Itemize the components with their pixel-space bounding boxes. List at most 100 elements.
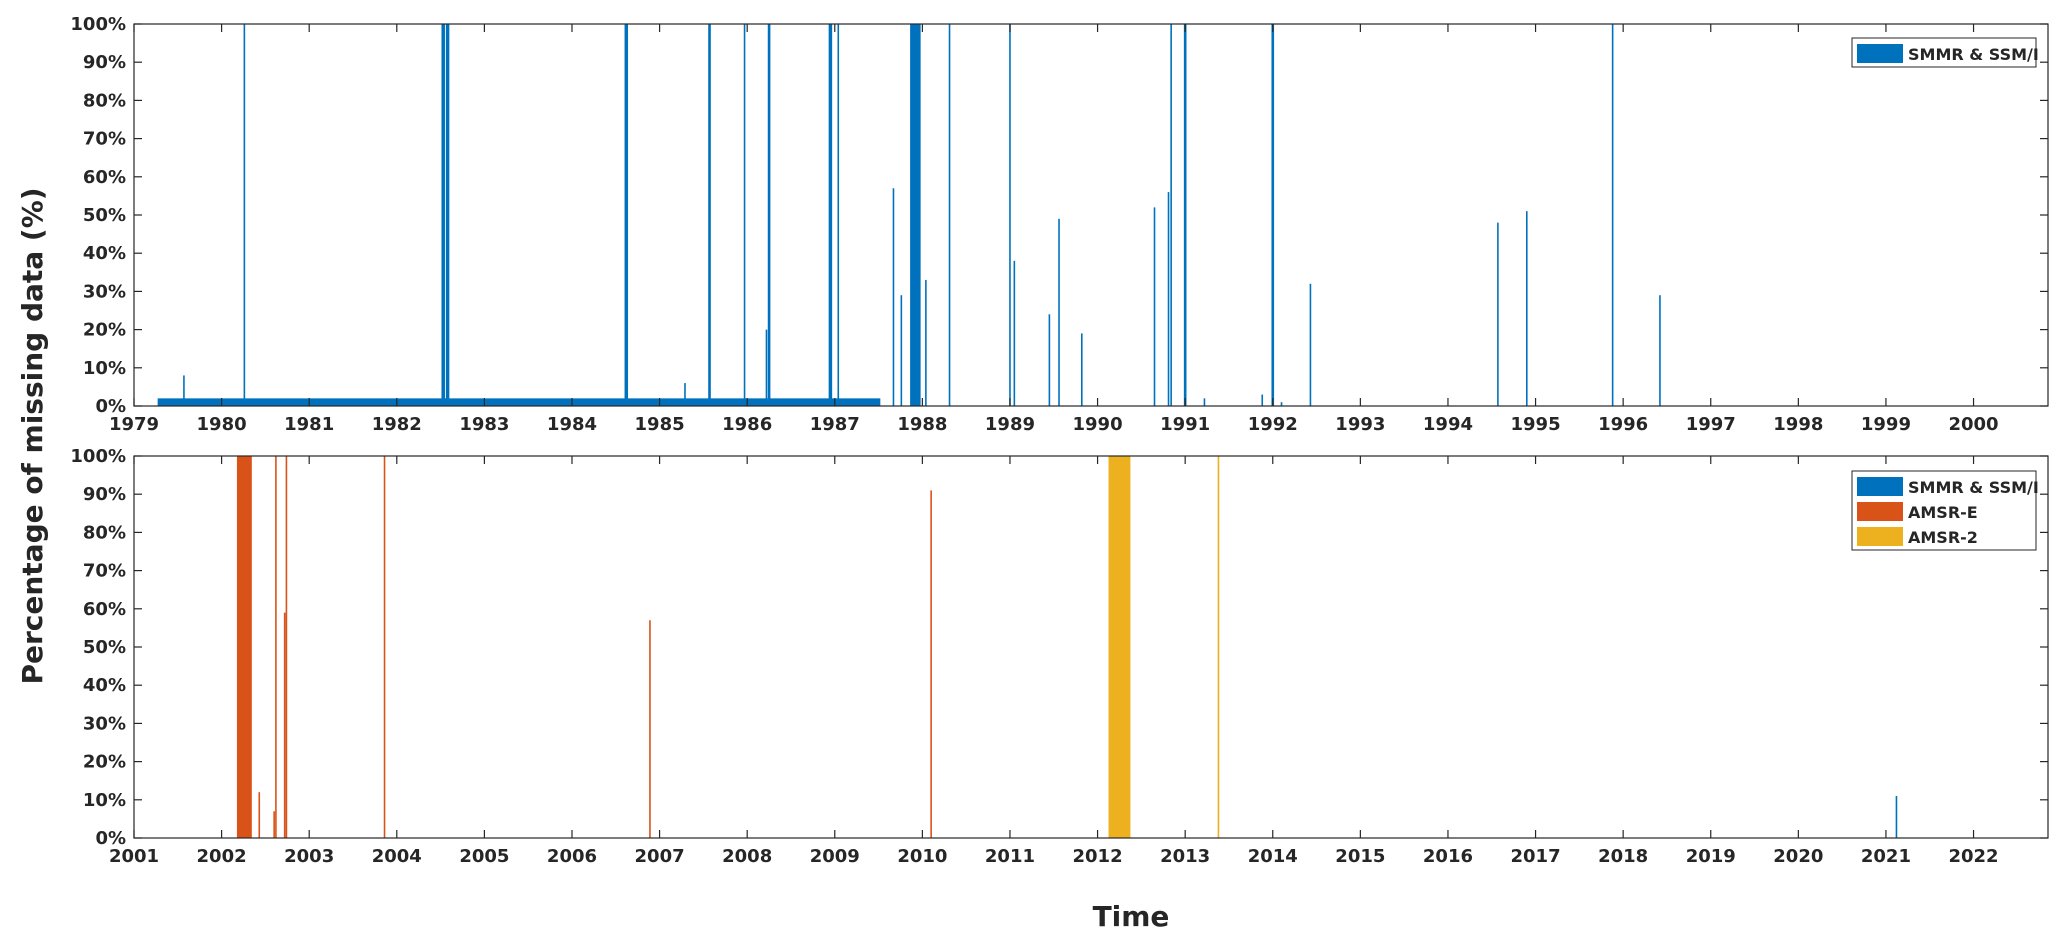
series-2: [236, 456, 932, 838]
x-tick-label: 1993: [1335, 414, 1385, 435]
y-tick-label: 100%: [70, 446, 126, 467]
y-tick-label: 20%: [83, 752, 126, 773]
x-tick-label: 2003: [284, 846, 334, 867]
x-tick-label: 1990: [1073, 414, 1123, 435]
x-tick-label: 2007: [635, 846, 685, 867]
bar: [1659, 295, 1661, 406]
legend: SMMR & SSM/I AMSR-E AMSR-2: [1851, 470, 2039, 551]
bar: [236, 456, 252, 838]
x-tick-label: 2009: [810, 846, 860, 867]
y-tick-label: 0%: [95, 828, 126, 849]
legend-swatch: [1857, 477, 1903, 496]
x-tick-label: 2021: [1861, 846, 1911, 867]
bar: [383, 456, 386, 838]
bar: [1013, 260, 1016, 406]
bar: [1611, 24, 1614, 406]
x-tick-label: 2005: [459, 846, 509, 867]
bar: [1217, 456, 1220, 838]
x-tick-label: 2002: [197, 846, 247, 867]
bar: [1309, 283, 1312, 406]
x-tick-label: 2008: [722, 846, 772, 867]
x-tick-label: 1979: [109, 414, 159, 435]
x-tick-label: 1983: [459, 414, 509, 435]
bar: [1153, 207, 1156, 406]
bar: [1108, 456, 1131, 838]
bar: [1203, 398, 1206, 406]
y-tick-label: 90%: [83, 52, 126, 73]
bar: [258, 792, 261, 838]
legend-swatch: [1857, 502, 1903, 521]
bar: [925, 279, 927, 406]
bar: [767, 24, 771, 406]
x-tick-label: 1988: [897, 414, 947, 435]
x-tick-label: 2018: [1598, 846, 1648, 867]
bar: [283, 612, 286, 838]
legend-label: AMSR-2: [1908, 528, 1978, 547]
x-tick-label: 1992: [1248, 414, 1298, 435]
x-tick-label: 2013: [1160, 846, 1210, 867]
bar: [273, 811, 275, 838]
y-tick-label: 30%: [83, 281, 126, 302]
x-tick-label: 1986: [722, 414, 772, 435]
legend-label: SMMR & SSM/I: [1908, 45, 2039, 64]
bar: [684, 383, 686, 406]
y-tick-label: 70%: [83, 561, 126, 582]
x-tick-label: 2012: [1073, 846, 1123, 867]
bar: [1280, 402, 1283, 406]
bar: [243, 24, 246, 406]
x-tick-label: 2019: [1686, 846, 1736, 867]
bar: [892, 188, 895, 406]
bar: [441, 24, 445, 406]
axes-box: [133, 23, 2049, 407]
y-tick-label: 50%: [83, 205, 126, 226]
bar: [1271, 24, 1275, 406]
bar: [743, 24, 746, 406]
series-3: [1108, 456, 1220, 838]
bar: [1525, 211, 1528, 406]
bar: [1895, 795, 1898, 838]
x-tick-label: 1984: [547, 414, 597, 435]
bar: [1048, 314, 1051, 406]
x-tick-label: 2011: [985, 846, 1035, 867]
x-tick-label: 2016: [1423, 846, 1473, 867]
y-tick-label: 40%: [83, 243, 126, 264]
bar: [275, 456, 277, 838]
series-1: [1895, 795, 1898, 838]
bar: [708, 24, 711, 406]
bar: [445, 24, 450, 406]
y-tick-label: 100%: [70, 14, 126, 35]
x-tick-label: 1997: [1686, 414, 1736, 435]
bar: [649, 620, 651, 838]
x-tick-label: 1985: [635, 414, 685, 435]
bar: [624, 24, 629, 406]
top-panel: 0% 10% 20% 30% 40% 50% 60% 70% 80% 90% 100% 1979 198…: [70, 14, 2049, 435]
y-tick-label: 40%: [83, 675, 126, 696]
legend-label: SMMR & SSM/I: [1908, 478, 2039, 497]
x-tick-label: 2022: [1948, 846, 1998, 867]
bar: [1261, 394, 1264, 406]
bar: [765, 329, 768, 406]
x-tick-label: 2020: [1773, 846, 1823, 867]
x-tick-label: 1982: [372, 414, 422, 435]
bar: [930, 490, 932, 838]
y-tick-label: 10%: [83, 358, 126, 379]
x-tick-label: 1989: [985, 414, 1035, 435]
bar: [1058, 218, 1060, 406]
x-tick-label: 2004: [372, 846, 422, 867]
y-axis-label: Percentage of missing data (%): [16, 187, 49, 684]
y-tick-label: 70%: [83, 129, 126, 150]
y-tick-label: 60%: [83, 599, 126, 620]
x-tick-label: 2015: [1335, 846, 1385, 867]
bar: [828, 24, 833, 406]
x-tick-label: 1999: [1861, 414, 1911, 435]
y-tick-label: 60%: [83, 167, 126, 188]
bar: [948, 24, 951, 406]
bar: [285, 456, 288, 838]
bar: [900, 295, 903, 406]
y-tick-label: 10%: [83, 790, 126, 811]
legend: SMMR & SSM/I: [1851, 37, 2039, 68]
bar: [1497, 222, 1499, 406]
bar: [837, 24, 840, 406]
x-tick-label: 1996: [1598, 414, 1648, 435]
